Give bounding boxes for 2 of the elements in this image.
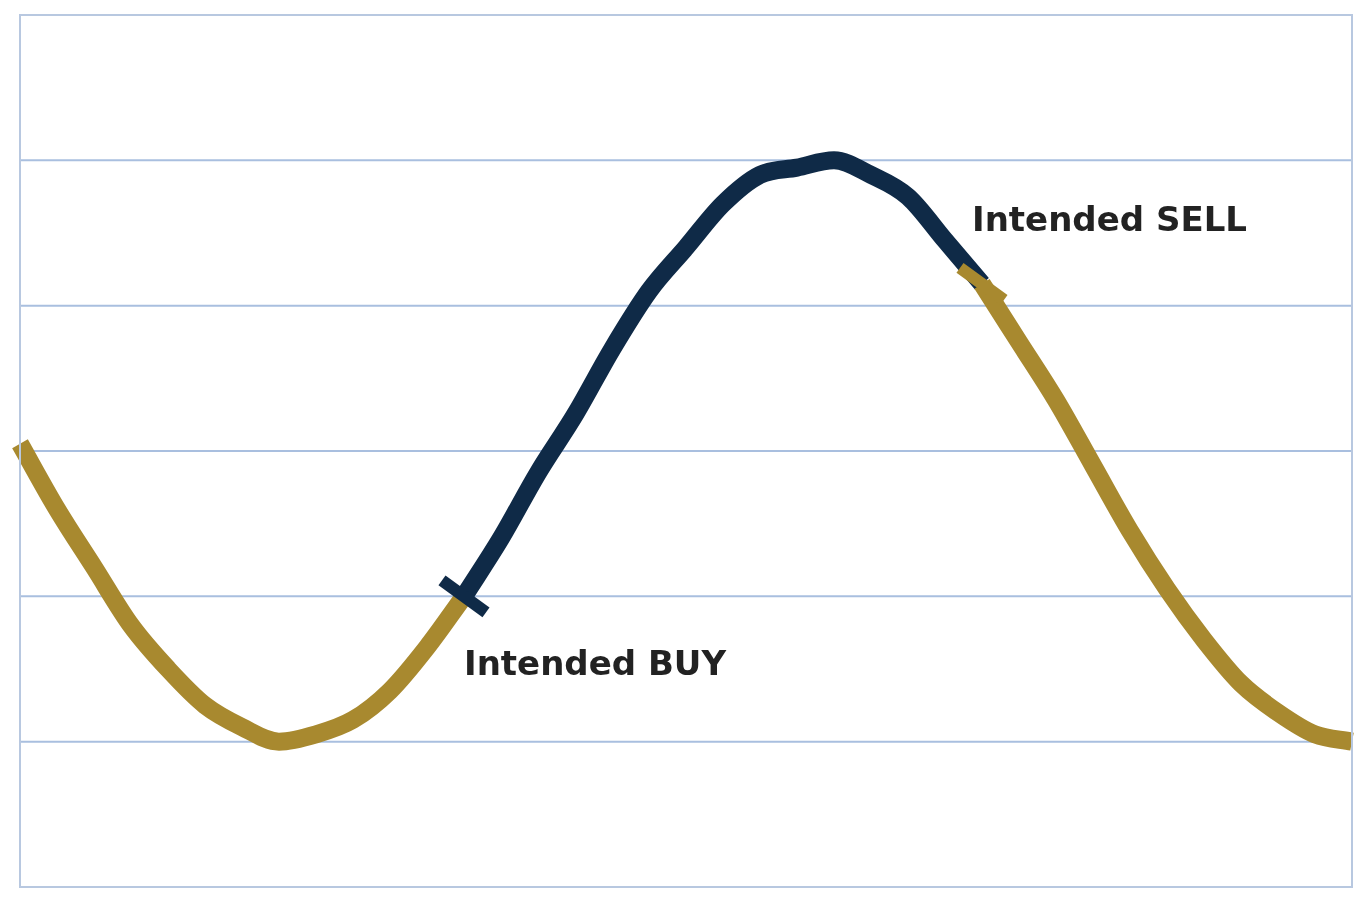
annotation: Intended BUY [464, 643, 727, 684]
annotation: Intended SELL [972, 198, 1247, 239]
